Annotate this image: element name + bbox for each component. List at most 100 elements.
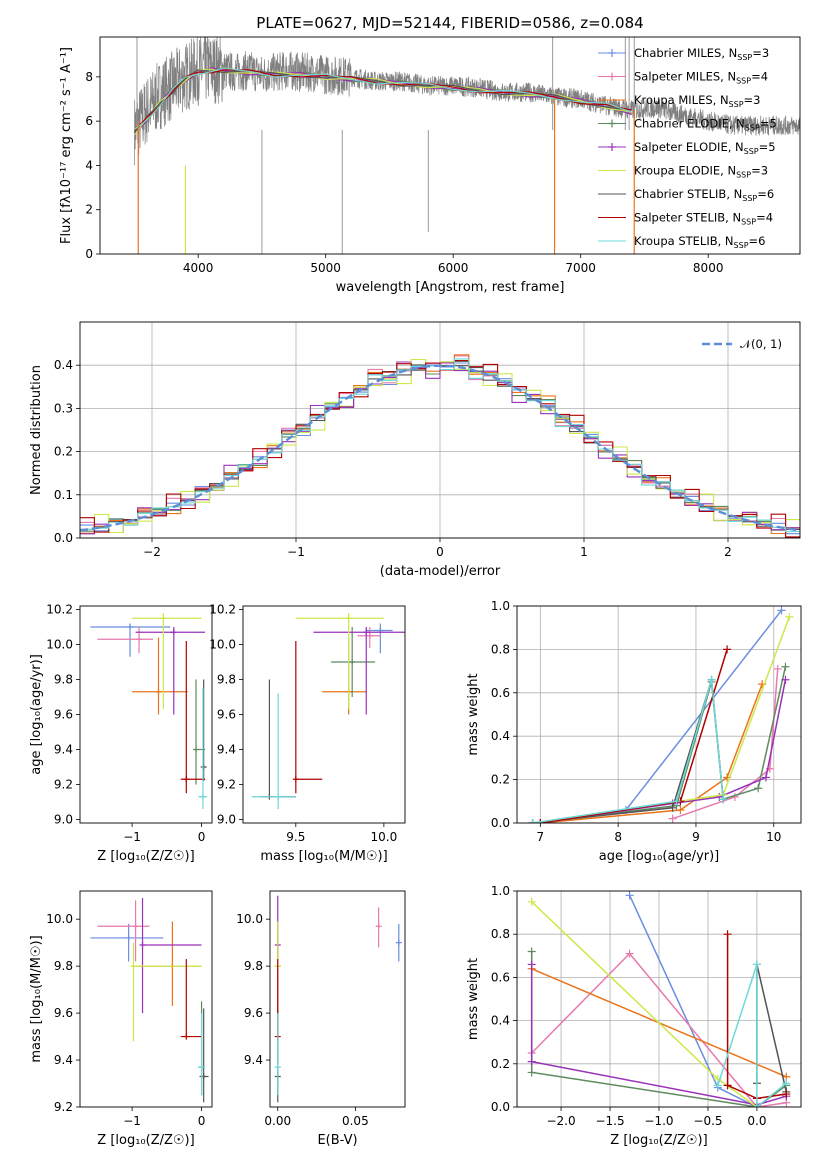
legend-prefix: Kroupa MILES, N (634, 93, 729, 107)
y-tick-label: 9.2 (217, 778, 236, 792)
data-point (781, 662, 790, 671)
legend-subscript: SSP (729, 100, 744, 109)
legend-subscript: SSP (744, 147, 759, 156)
y-tick-label: 9.8 (54, 959, 73, 973)
y-tick-label: 9.4 (54, 743, 73, 757)
y-tick-label: 9.0 (54, 813, 73, 827)
legend-prefix: Salpeter STELIB, N (634, 211, 741, 225)
legend-entry: Chabrier MILES, NSSP=3 (634, 46, 769, 62)
data-point (125, 934, 132, 941)
weight-line (532, 679, 724, 823)
data-point (723, 1081, 732, 1090)
data-point (536, 819, 545, 823)
legend-entry: Salpeter ELODIE, NSSP=5 (634, 140, 776, 156)
data-point (527, 960, 536, 969)
legend-prefix: Salpeter ELODIE, N (634, 140, 744, 154)
data-point (193, 746, 200, 753)
data-point (345, 615, 352, 622)
x-tick-label: 9.5 (286, 830, 305, 844)
data-point (608, 143, 616, 151)
data-point (608, 49, 616, 57)
y-tick-label: 0.4 (54, 358, 73, 372)
normal-curve (80, 364, 800, 532)
y-tick-label: 2 (85, 203, 93, 217)
y-tick-label: 10.0 (236, 912, 263, 926)
data-point (754, 784, 763, 793)
weight-line (532, 666, 787, 823)
x-axis-label: mass [log₁₀(M/M☉)] (260, 849, 387, 864)
weight-line (717, 964, 787, 1107)
data-point (672, 797, 681, 806)
data-point (782, 1090, 791, 1099)
y-axis-label: mass weight (466, 958, 481, 1040)
y-tick-label: 0.4 (491, 1014, 510, 1028)
weight-line (530, 964, 787, 1106)
data-point (777, 606, 786, 615)
weight-line (628, 894, 758, 1107)
data-point (528, 819, 537, 823)
y-tick-label: 9.6 (54, 708, 73, 722)
data-point (274, 1064, 281, 1071)
x-tick-label: −1 (123, 1114, 141, 1128)
data-point (752, 960, 761, 969)
legend-suffix: =6 (749, 234, 766, 248)
y-tick-label: 0.2 (491, 773, 510, 787)
legend-entry: Kroupa MILES, NSSP=3 (634, 93, 760, 109)
x-axis-label: Z [log₁₀(Z/Z☉)] (97, 849, 194, 864)
legend-subscript: SSP (734, 241, 749, 250)
legend-subscript: SSP (742, 194, 757, 203)
x-tick-label: 0.00 (264, 1114, 291, 1128)
legend-suffix: =4 (751, 70, 768, 84)
x-tick-label: 4000 (183, 261, 214, 275)
data-point (155, 688, 162, 695)
data-point (723, 930, 732, 939)
chart-title: PLATE=0627, MJD=52144, FIBERID=0586, z=0… (256, 14, 643, 32)
mass-vs-EBV-plot-area (274, 895, 402, 1103)
legend-entry: 𝒩(0, 1) (740, 337, 782, 351)
legend-prefix: Kroupa STELIB, N (634, 234, 734, 248)
legend-prefix: Chabrier ELODIE, N (634, 117, 745, 131)
data-point (752, 1103, 761, 1107)
legend-suffix: =5 (760, 117, 777, 131)
y-tick-label: 0.2 (54, 445, 73, 459)
y-tick-label: 0.8 (491, 642, 510, 656)
y-tick-label: 10.0 (46, 912, 73, 926)
x-tick-label: −1.0 (644, 1114, 673, 1128)
y-tick-label: 0.4 (491, 729, 510, 743)
axes-frame (79, 890, 213, 1108)
axes-frame (79, 605, 213, 824)
age-vs-mass-plot-area (251, 613, 405, 809)
weight-vs-age-plot-area (528, 606, 794, 823)
x-axis-label: age [log₁₀(age/yr)] (599, 849, 720, 864)
y-tick-label: 9.0 (217, 813, 236, 827)
y-tick-label: 0.1 (54, 488, 73, 502)
data-point (707, 675, 716, 684)
legend-prefix: Chabrier STELIB, N (634, 187, 742, 201)
x-tick-label: 0 (436, 545, 444, 559)
age-vs-Z-plot-area (90, 613, 208, 809)
data-point (199, 793, 206, 800)
x-tick-label: 0.05 (342, 1114, 369, 1128)
data-point (198, 1064, 205, 1071)
data-point (676, 805, 685, 814)
y-tick-label: 0.0 (491, 1100, 510, 1114)
data-point (127, 624, 134, 630)
x-axis-label: (data-model)/error (380, 564, 501, 579)
x-axis-label: E(B-V) (317, 1133, 357, 1148)
x-tick-label: 0.0 (747, 1114, 766, 1128)
data-point (527, 1068, 536, 1077)
y-tick-label: 10.0 (209, 638, 236, 652)
data-point (608, 119, 616, 128)
legend-subscript: SSP (736, 171, 751, 180)
legend-suffix: =5 (759, 140, 776, 154)
y-tick-label: 9.8 (217, 673, 236, 687)
y-tick-label: 9.6 (54, 1006, 73, 1020)
weight-line (531, 901, 758, 1107)
data-point (132, 923, 139, 930)
data-point (527, 947, 536, 956)
data-point (349, 659, 356, 665)
weight-line (756, 964, 788, 1093)
data-point (136, 636, 143, 643)
y-tick-label: 9.2 (54, 778, 73, 792)
